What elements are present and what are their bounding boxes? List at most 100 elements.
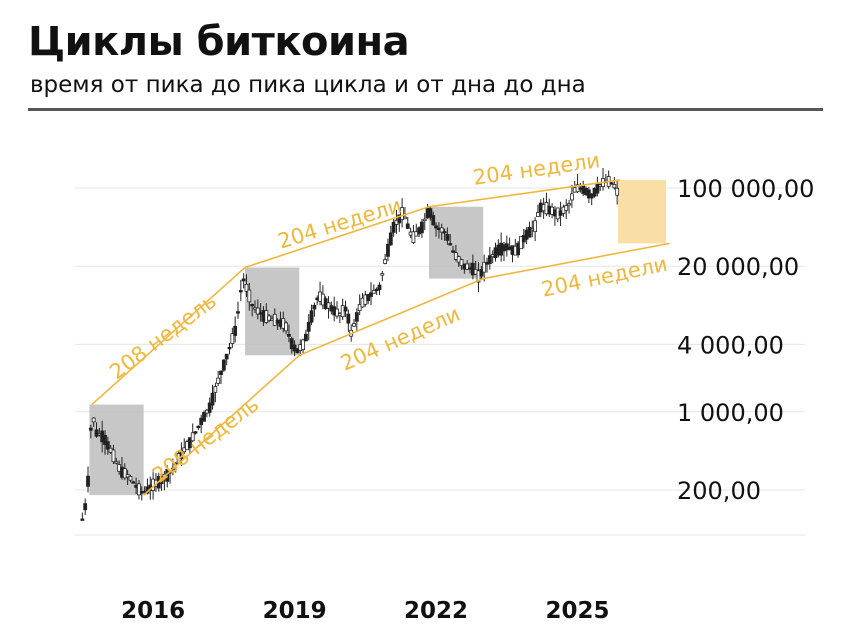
price-candles xyxy=(80,168,620,521)
candle-body xyxy=(238,290,243,293)
cycle-channel-lines xyxy=(91,179,670,496)
candle-body xyxy=(137,483,141,496)
candle-body xyxy=(459,259,464,267)
candle-body xyxy=(609,182,614,185)
candle-body xyxy=(448,243,453,246)
candle-body xyxy=(80,518,85,521)
cycle-shade xyxy=(89,404,144,496)
candle-body xyxy=(405,223,410,229)
candle-body xyxy=(103,434,107,445)
candle-body xyxy=(451,250,455,253)
candle-body xyxy=(255,307,260,315)
candle-body xyxy=(193,431,198,434)
candle-body xyxy=(233,325,238,336)
cycle-annotation: 208 недель xyxy=(148,392,264,487)
candle-body xyxy=(479,269,484,277)
candle-body xyxy=(210,392,215,406)
candle-body xyxy=(567,203,571,206)
candle-body xyxy=(287,333,291,337)
chart-title: Циклы биткоина xyxy=(28,19,410,65)
candle-body xyxy=(86,475,90,487)
candle-body xyxy=(369,292,373,297)
candle-body xyxy=(224,353,229,360)
channel-line-top xyxy=(91,179,621,406)
candle-body xyxy=(83,503,88,511)
candle-body xyxy=(213,386,218,393)
cycle-shading xyxy=(89,179,666,496)
candle-body xyxy=(400,207,405,220)
header-divider xyxy=(28,108,823,111)
x-tick-label: 2022 xyxy=(404,598,468,624)
candle-body xyxy=(377,284,382,291)
candle-body xyxy=(357,304,362,311)
candle-body xyxy=(533,220,538,233)
candle-body xyxy=(428,208,433,218)
candle-body xyxy=(439,227,444,233)
candle-body xyxy=(487,255,492,265)
candle-body xyxy=(354,312,359,322)
candle-body xyxy=(179,449,184,459)
candle-body xyxy=(306,321,311,332)
candle-body xyxy=(284,322,288,332)
candle-body xyxy=(88,427,93,431)
candle-body xyxy=(190,432,195,442)
candle-body xyxy=(267,315,272,321)
y-tick-label: 4 000,00 xyxy=(677,331,784,359)
candle-body xyxy=(128,476,133,481)
x-tick-label: 2019 xyxy=(263,598,327,624)
candle-body xyxy=(216,377,221,384)
candle-body xyxy=(569,193,574,201)
candle-body xyxy=(105,441,110,450)
candle-body xyxy=(482,261,487,273)
candle-body xyxy=(445,234,450,241)
y-tick-label: 100 000,00 xyxy=(677,175,814,203)
cycle-annotation: 204 недели xyxy=(539,252,669,302)
candle-body xyxy=(304,333,308,342)
candle-body xyxy=(312,304,317,310)
candle-body xyxy=(453,252,458,260)
candle-body xyxy=(403,216,407,220)
candle-body xyxy=(301,339,305,350)
candle-body xyxy=(289,338,294,350)
candle-body xyxy=(536,212,540,217)
candle-body xyxy=(236,311,240,314)
candle-body xyxy=(615,187,620,196)
y-tick-label: 200,00 xyxy=(677,477,761,505)
candle-body xyxy=(431,215,436,226)
channel-line-bottom xyxy=(143,242,670,496)
candle-body xyxy=(422,218,427,222)
candle-body xyxy=(219,370,223,375)
cycle-annotation: 208 недель xyxy=(105,289,221,384)
candle-body xyxy=(111,449,116,463)
candle-body xyxy=(346,313,351,324)
candle-body xyxy=(202,412,206,422)
candle-body xyxy=(230,333,235,344)
candle-body xyxy=(352,323,356,327)
candle-body xyxy=(241,278,246,282)
candle-body xyxy=(272,313,277,326)
x-tick-label: 2016 xyxy=(121,598,185,624)
candle-body xyxy=(250,303,255,307)
candle-body xyxy=(227,346,232,350)
candle-body xyxy=(371,290,376,294)
candle-body xyxy=(420,221,424,234)
candle-body xyxy=(380,273,385,276)
candle-body xyxy=(564,205,569,211)
candle-body xyxy=(244,283,249,292)
y-axis-ticks: 200,00 1 000,00 4 000,00 20 000,00 100 000,0… xyxy=(677,175,814,505)
candle-body xyxy=(114,461,119,464)
candle-body xyxy=(221,359,226,371)
candle-body xyxy=(292,344,297,352)
candle-body xyxy=(465,263,470,270)
candle-body xyxy=(247,289,252,303)
candle-body xyxy=(343,306,348,312)
candle-body xyxy=(366,294,371,302)
candle-body xyxy=(386,243,390,257)
candle-body xyxy=(122,468,127,479)
candle-body xyxy=(309,310,314,323)
chart-subtitle: время от пика до пика цикла и от дна до … xyxy=(30,72,586,98)
cycle-annotation: 204 недели xyxy=(275,193,404,253)
candle-body xyxy=(612,184,617,189)
candle-body xyxy=(411,231,416,244)
